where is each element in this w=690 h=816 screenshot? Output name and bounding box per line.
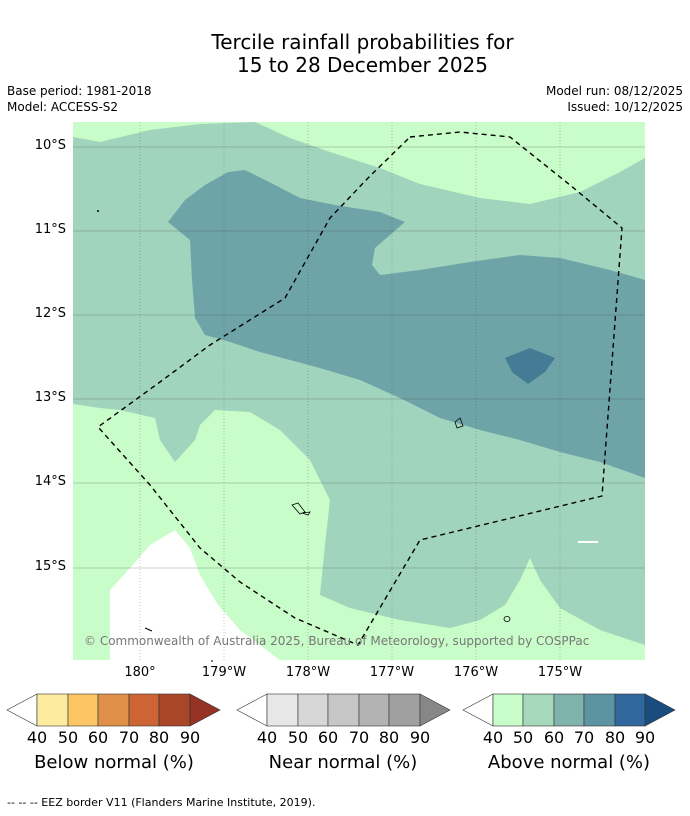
meta-left: Base period: 1981-2018 Model: ACCESS-S2	[7, 83, 152, 115]
colorbar-below-normal	[6, 693, 221, 727]
colorbar-segment	[297, 693, 329, 727]
colorbar-title-near: Near normal (%)	[268, 752, 418, 773]
colorbar-segment	[97, 693, 130, 727]
lat-tick: 13°S	[34, 390, 66, 405]
lat-tick: 15°S	[34, 559, 66, 574]
lon-tick: 180°	[124, 665, 156, 680]
island-outline	[503, 616, 511, 622]
colorbar-segment	[67, 693, 99, 727]
colorbar-segment	[36, 693, 69, 727]
lon-tick: 179°W	[201, 665, 247, 680]
colorbar-tick-label: 40	[256, 728, 278, 747]
colorbar-extend-low	[236, 693, 268, 727]
title-line-1: Tercile rainfall probabilities for	[211, 30, 514, 54]
colorbar-extend-high	[644, 693, 676, 727]
map-title: Tercile rainfall probabilities for 15 to…	[0, 31, 690, 77]
colorbar-segment	[583, 693, 616, 727]
lon-tick: 177°W	[369, 665, 415, 680]
lat-tick: 12°S	[34, 306, 66, 321]
colorbar-tick-label: 80	[148, 728, 170, 747]
colorbar-segment	[553, 693, 585, 727]
island-outline	[291, 502, 306, 515]
colorbar-segment	[158, 693, 191, 727]
colorbar-title-below: Below normal (%)	[34, 752, 194, 773]
colorbar-tick-label: 80	[378, 728, 400, 747]
colorbar-extend-high	[419, 693, 451, 727]
colorbar-extend-low	[6, 693, 38, 727]
meta-right: Model run: 08/12/2025 Issued: 10/12/2025	[546, 83, 683, 115]
lon-tick: 176°W	[453, 665, 499, 680]
colorbar-above-normal	[462, 693, 676, 727]
island-outline	[454, 417, 464, 429]
zone-above-60-70	[168, 170, 645, 478]
colorbar-tick-label: 90	[179, 728, 201, 747]
colorbar-tick-label: 60	[87, 728, 109, 747]
graticule	[73, 122, 645, 660]
issued-date: Issued: 10/12/2025	[567, 100, 683, 114]
lat-tick: 10°S	[34, 138, 66, 153]
colorbar-tick-label: 80	[604, 728, 626, 747]
colorbar-segment	[388, 693, 421, 727]
colorbar-near-normal	[236, 693, 451, 727]
colorbar-segment	[327, 693, 360, 727]
zone-no-signal	[110, 530, 280, 660]
colorbar-tick-label: 50	[57, 728, 79, 747]
colorbar-tick-label: 40	[26, 728, 48, 747]
colorbar-tick-label: 90	[634, 728, 656, 747]
colorbar-extend-high	[189, 693, 221, 727]
colorbar-tick-label: 70	[118, 728, 140, 747]
zone-above-70-80	[505, 348, 555, 384]
colorbar-extend-low	[462, 693, 494, 727]
base-period: Base period: 1981-2018	[7, 84, 152, 98]
lat-tick: 11°S	[34, 222, 66, 237]
eez-footnote: -- -- -- EEZ border V11 (Flanders Marine…	[7, 796, 316, 809]
colorbar-segment	[128, 693, 160, 727]
colorbar-title-above: Above normal (%)	[487, 752, 651, 773]
colorbar-segment	[614, 693, 646, 727]
colorbar-segment	[522, 693, 555, 727]
colorbar-segment	[492, 693, 524, 727]
lon-tick: 175°W	[537, 665, 583, 680]
colorbar-tick-label: 60	[317, 728, 339, 747]
island-outline	[97, 210, 99, 212]
island-outline	[144, 627, 153, 632]
lat-tick: 14°S	[34, 474, 66, 489]
copyright-notice: © Commonwealth of Australia 2025, Bureau…	[84, 634, 589, 648]
colorbar-tick-label: 90	[409, 728, 431, 747]
colorbar-tick-label: 60	[543, 728, 565, 747]
model-name: Model: ACCESS-S2	[7, 100, 119, 114]
colorbar-tick-label: 70	[348, 728, 370, 747]
model-run-date: Model run: 08/12/2025	[545, 84, 683, 98]
eez-border	[96, 131, 623, 646]
lon-tick: 178°W	[285, 665, 331, 680]
colorbar-tick-label: 70	[573, 728, 595, 747]
colorbar-tick-label: 50	[287, 728, 309, 747]
colorbar-segment	[358, 693, 390, 727]
colorbar-tick-label: 50	[512, 728, 534, 747]
island-outline	[301, 511, 311, 516]
colorbar-segment	[266, 693, 299, 727]
colorbar-tick-label: 40	[482, 728, 504, 747]
title-line-2: 15 to 28 December 2025	[236, 53, 488, 77]
